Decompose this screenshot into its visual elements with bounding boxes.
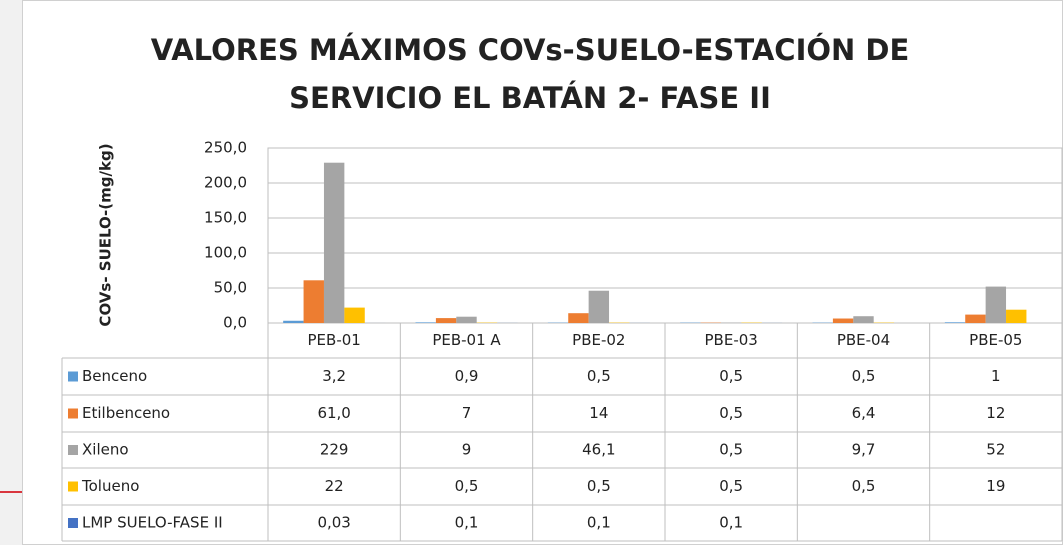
data-label: 0,5 [719,477,743,495]
data-label: 229 [320,441,349,459]
bar [435,318,457,323]
data-label: 0,5 [587,477,611,495]
legend-label: Tolueno [81,477,139,495]
bar [323,162,345,323]
data-label: 14 [589,404,608,422]
data-label: 0,03 [317,514,350,532]
y-tick-label: 250,0 [204,139,247,157]
data-label: 0,5 [719,441,743,459]
data-label: 0,5 [852,367,876,385]
legend-label: Etilbenceno [82,404,170,422]
legend-key [68,481,78,492]
bar [344,307,365,323]
data-label: 0,1 [455,514,479,532]
bar [832,318,854,323]
data-label: 6,4 [852,404,876,422]
bar [568,313,589,323]
legend-key [68,408,78,419]
data-label: 22 [325,477,344,495]
x-tick-label: PEB-01 [308,331,361,349]
bar [415,322,436,323]
data-label: 0,9 [455,367,479,385]
legend-key [68,445,78,455]
y-tick-label: 50,0 [214,279,247,297]
data-label: 46,1 [582,441,615,459]
data-label: 0,1 [719,514,743,532]
y-tick-label: 200,0 [204,174,247,192]
bar [303,280,324,323]
legend-key [68,371,78,382]
y-tick-label: 100,0 [204,244,247,262]
chart-title: VALORES MÁXIMOS COVs-SUELO-ESTACIÓN DE [151,33,910,67]
bar [965,314,986,323]
data-label: 0,5 [719,404,743,422]
x-tick-label: PBE-05 [969,331,1022,349]
bar [853,316,874,323]
x-tick-label: PBE-04 [837,331,890,349]
data-label: 0,1 [587,514,611,532]
data-label: 52 [986,441,1005,459]
data-label: 1 [991,367,1001,385]
chart-title: SERVICIO EL BATÁN 2- FASE II [289,81,771,115]
bar [456,316,477,323]
bar [1006,309,1027,323]
y-tick-label: 0,0 [223,314,247,332]
data-label: 0,5 [852,477,876,495]
data-label: 0,5 [455,477,479,495]
data-label: 7 [462,404,472,422]
x-tick-label: PBE-03 [705,331,758,349]
data-label: 0,5 [719,367,743,385]
data-label: 3,2 [322,367,346,385]
x-tick-label: PBE-02 [572,331,625,349]
bar [283,320,304,323]
bar [588,290,610,323]
data-label: 61,0 [317,404,350,422]
data-label: 0,5 [587,367,611,385]
legend-key [68,518,78,528]
data-label: 9,7 [852,441,876,459]
legend-label: Benceno [82,367,147,385]
bar [985,286,1007,323]
bar [944,322,966,323]
legend-label: LMP SUELO-FASE II [82,514,223,532]
x-tick-label: PEB-01 A [432,331,501,349]
y-axis-label: COVs- SUELO-(mg/kg) [97,143,115,326]
data-label: 19 [986,477,1005,495]
y-tick-label: 150,0 [204,209,247,227]
side-strip [0,0,22,545]
data-label: 12 [986,404,1005,422]
legend-label: Xileno [82,441,129,459]
data-label: 9 [462,441,472,459]
